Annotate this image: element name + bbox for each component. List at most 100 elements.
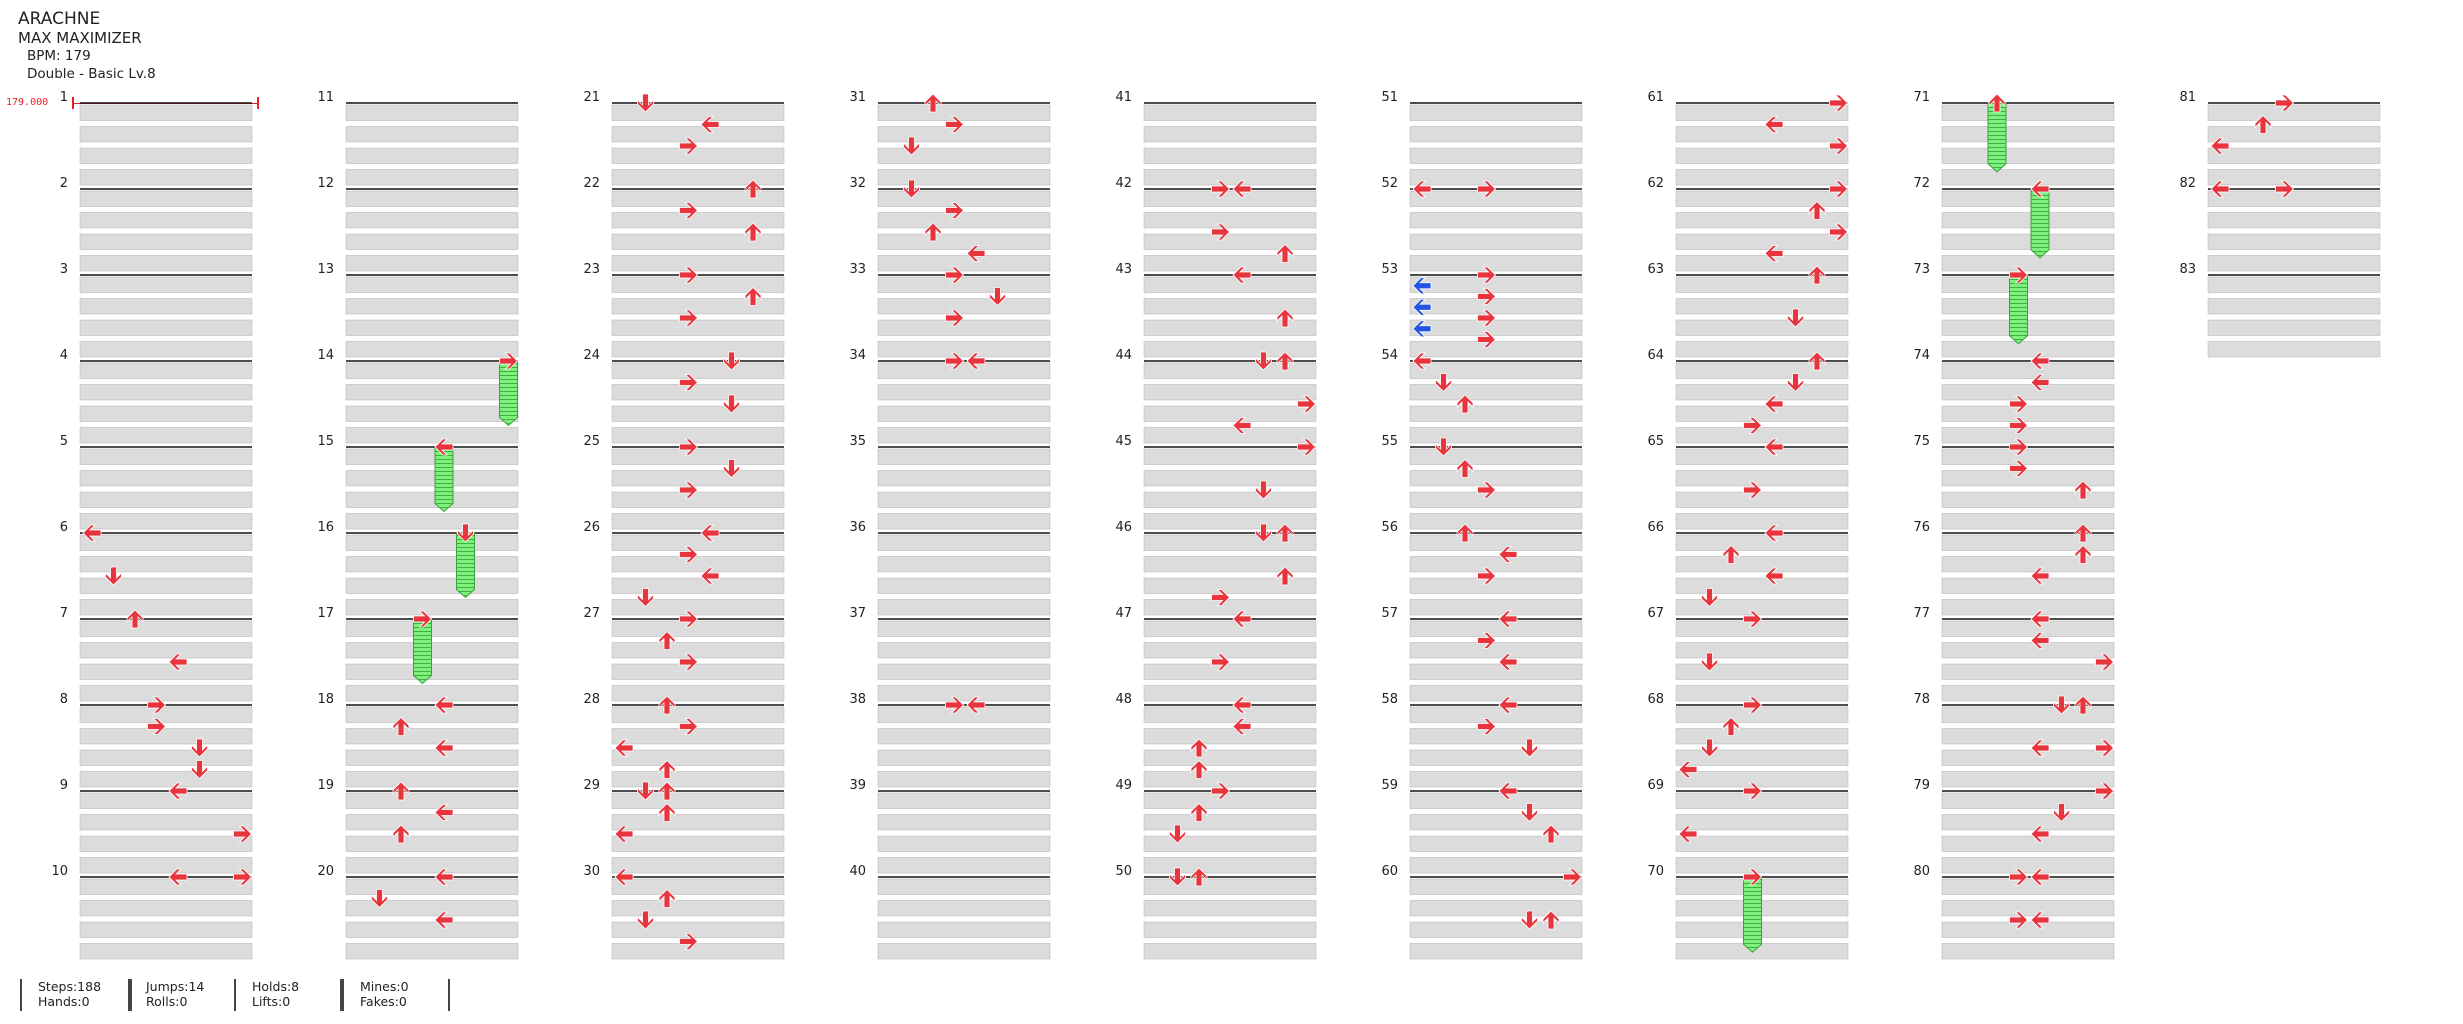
measure-55 xyxy=(1409,446,1583,530)
measure-2 xyxy=(79,188,253,272)
measure-band xyxy=(345,577,519,594)
measure-59 xyxy=(1409,790,1583,874)
measure-band xyxy=(1941,642,2115,659)
measure-15 xyxy=(345,446,519,530)
measure-number: 82 xyxy=(2179,176,2196,191)
measure-35 xyxy=(877,446,1051,530)
song-title: ARACHNE xyxy=(18,9,101,29)
measure-band xyxy=(1675,319,1849,336)
measure-band xyxy=(1143,685,1317,702)
measure-band xyxy=(1941,491,2115,508)
stat-steps: Steps:188 xyxy=(38,979,102,994)
measure-band xyxy=(611,298,785,315)
measure-band xyxy=(611,470,785,487)
measure-band xyxy=(1941,878,2115,895)
measure-band xyxy=(877,857,1051,874)
down-arrow-icon xyxy=(2053,695,2070,715)
measure-band xyxy=(1143,534,1317,551)
measure-band xyxy=(611,276,785,293)
measure-band xyxy=(1143,835,1317,852)
measure-number: 63 xyxy=(1647,262,1664,277)
left-arrow-icon xyxy=(614,739,634,757)
right-arrow-icon xyxy=(2009,266,2029,284)
measure-band xyxy=(345,147,519,164)
right-arrow-icon xyxy=(679,481,699,499)
measure-34 xyxy=(877,360,1051,444)
measure-band xyxy=(79,319,253,336)
measure-band xyxy=(1143,577,1317,594)
measure-band xyxy=(345,599,519,616)
measure-band xyxy=(1409,771,1583,788)
left-arrow-icon xyxy=(2030,825,2050,843)
down-arrow-icon xyxy=(637,588,654,608)
measure-band xyxy=(345,470,519,487)
measure-band xyxy=(345,814,519,831)
left-arrow-icon xyxy=(434,739,454,757)
measure-number: 76 xyxy=(1913,520,1930,535)
measure-band xyxy=(79,835,253,852)
up-arrow-icon xyxy=(1456,458,1474,478)
measure-4 xyxy=(79,360,253,444)
measure-band xyxy=(2207,233,2381,250)
right-arrow-icon xyxy=(499,352,519,370)
measure-band xyxy=(1409,405,1583,422)
right-arrow-icon xyxy=(1829,180,1849,198)
measure-band xyxy=(79,642,253,659)
down-arrow-icon xyxy=(637,93,654,113)
measure-8 xyxy=(79,704,253,788)
right-arrow-icon xyxy=(679,374,699,391)
left-arrow-icon xyxy=(434,804,454,821)
left-arrow-icon xyxy=(1232,180,1252,198)
left-arrow-icon xyxy=(434,438,454,456)
left-arrow-icon xyxy=(2030,567,2050,585)
measure-number: 70 xyxy=(1647,864,1664,879)
up-arrow-icon xyxy=(2074,544,2092,564)
measure-band xyxy=(79,298,253,315)
right-arrow-icon xyxy=(233,868,253,886)
measure-number: 15 xyxy=(317,434,334,449)
left-arrow-icon xyxy=(1232,718,1252,735)
left-arrow-icon xyxy=(1678,825,1698,843)
up-arrow-icon xyxy=(392,716,410,736)
measure-band xyxy=(611,362,785,379)
up-arrow-icon xyxy=(1988,93,2006,113)
measure-band xyxy=(877,663,1051,680)
measure-band xyxy=(877,943,1051,960)
measure-number: 34 xyxy=(849,348,866,363)
right-arrow-icon xyxy=(679,266,699,284)
up-arrow-icon xyxy=(658,888,676,908)
up-arrow-icon xyxy=(1190,867,1208,887)
measure-56 xyxy=(1409,532,1583,616)
measure-9 xyxy=(79,790,253,874)
measure-band xyxy=(1143,921,1317,938)
measure-41 xyxy=(1143,102,1317,186)
measure-band xyxy=(1409,556,1583,573)
measure-number: 19 xyxy=(317,778,334,793)
right-arrow-icon xyxy=(147,718,167,735)
measure-54 xyxy=(1409,360,1583,444)
measure-band xyxy=(345,749,519,766)
measure-band xyxy=(1941,362,2115,379)
right-arrow-icon xyxy=(679,309,699,327)
left-arrow-icon xyxy=(1498,696,1518,714)
down-arrow-icon xyxy=(371,889,388,909)
measure-number: 71 xyxy=(1913,90,1930,105)
right-arrow-icon xyxy=(1563,868,1583,886)
measure-band xyxy=(1675,448,1849,465)
measure-band xyxy=(1675,857,1849,874)
hold-note xyxy=(2009,274,2028,345)
measure-band xyxy=(1675,491,1849,508)
left-arrow-icon xyxy=(1232,696,1252,714)
measure-band xyxy=(1675,749,1849,766)
measure-band xyxy=(79,384,253,401)
measure-32 xyxy=(877,188,1051,272)
right-arrow-icon xyxy=(679,718,699,735)
down-arrow-icon xyxy=(191,760,208,780)
left-arrow-icon xyxy=(1412,180,1432,198)
up-arrow-icon xyxy=(2074,695,2092,715)
right-arrow-icon xyxy=(2275,180,2295,198)
measure-number: 56 xyxy=(1381,520,1398,535)
measure-number: 6 xyxy=(60,520,68,535)
measure-band xyxy=(1941,233,2115,250)
measure-42 xyxy=(1143,188,1317,272)
